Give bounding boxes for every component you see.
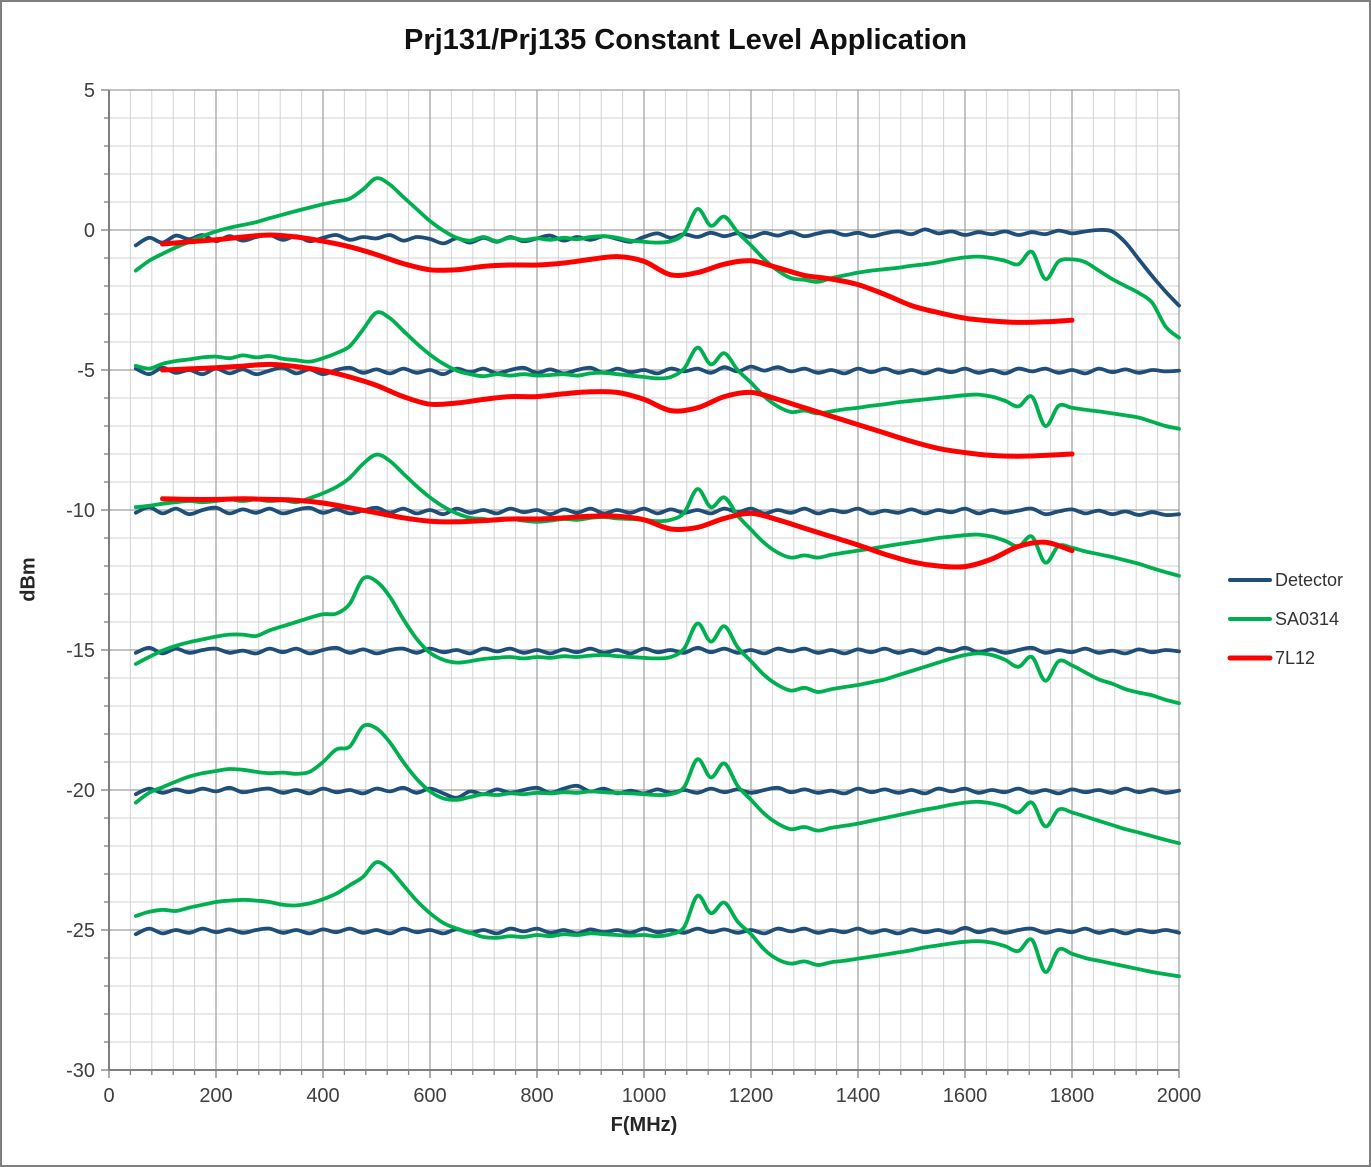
- series-line-7l12--5dBm: [160, 361, 1075, 459]
- series-line-sa0314--20dBm: [133, 722, 1181, 846]
- x-tick-label: 2000: [1157, 1085, 1202, 1107]
- x-tick-label: 0: [103, 1085, 114, 1107]
- x-tick-label: 1200: [729, 1085, 774, 1107]
- x-axis-title: F(MHz): [610, 1114, 678, 1136]
- tick-marks: [101, 89, 1180, 1078]
- x-tick-label: 800: [520, 1085, 553, 1107]
- y-tick-labels: 5 0 -5 -10 -15 -20 -25 -30: [66, 80, 95, 1082]
- series-line-7l12-0dBm: [160, 232, 1075, 325]
- legend-item-7l12: 7L12: [1227, 648, 1315, 668]
- series-line-detector--25dBm: [133, 925, 1181, 937]
- series-line-detector--10dBm: [133, 505, 1181, 517]
- y-tick-label: -30: [66, 1060, 95, 1082]
- legend-label: SA0314: [1275, 609, 1339, 629]
- series-line-sa0314-0dBm: [133, 176, 1181, 340]
- x-tick-label: 600: [413, 1085, 446, 1107]
- y-tick-label: -15: [66, 640, 95, 662]
- y-tick-label: -20: [66, 780, 95, 802]
- x-tick-label: 1800: [1050, 1085, 1095, 1107]
- x-tick-label: 400: [306, 1085, 339, 1107]
- series-line-sa0314--10dBm: [133, 452, 1181, 578]
- legend-label: 7L12: [1275, 648, 1315, 668]
- x-tick-label: 1000: [622, 1085, 667, 1107]
- series-line-sa0314--5dBm: [133, 310, 1181, 431]
- x-tick-labels: 0 200 400 600 800 1000 1200 1400 1600 1800 2000: [103, 1085, 1201, 1107]
- legend-label: Detector: [1275, 570, 1343, 590]
- y-tick-label: -25: [66, 920, 95, 942]
- series-line-sa0314--15dBm: [133, 575, 1181, 706]
- y-tick-label: -10: [66, 500, 95, 522]
- series-line-sa0314--25dBm: [133, 860, 1181, 979]
- series-line-7l12--10dBm: [160, 496, 1075, 570]
- y-tick-label: -5: [77, 360, 95, 382]
- chart-title: Prj131/Prj135 Constant Level Application: [404, 24, 967, 56]
- y-tick-label: 5: [84, 80, 95, 102]
- series-line-detector--20dBm: [133, 783, 1181, 800]
- series-line-detector--15dBm: [133, 645, 1181, 656]
- y-tick-label: 0: [84, 220, 95, 242]
- legend-item-detector: Detector: [1228, 570, 1343, 590]
- legend: Detector SA0314 7L12: [1227, 570, 1343, 668]
- series-group: [133, 176, 1181, 979]
- x-tick-label: 1600: [943, 1085, 988, 1107]
- legend-item-sa0314: SA0314: [1228, 609, 1339, 629]
- x-tick-label: 200: [199, 1085, 232, 1107]
- x-tick-label: 1400: [836, 1085, 881, 1107]
